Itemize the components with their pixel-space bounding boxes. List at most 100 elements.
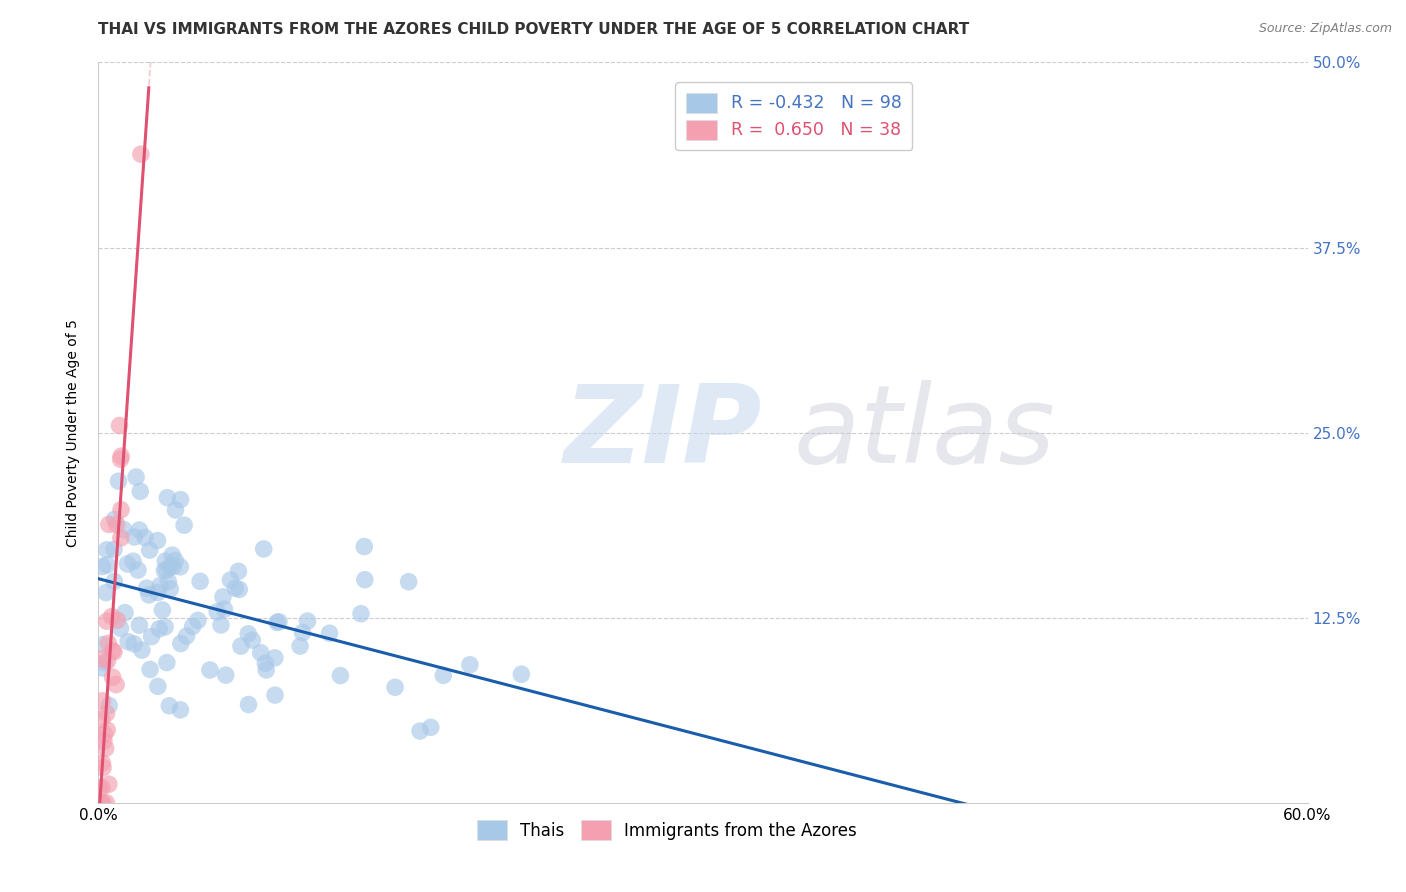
Point — [253, 541, 276, 556]
Point — [153, 620, 176, 634]
Point — [318, 626, 340, 640]
Point — [108, 418, 131, 433]
Point — [173, 518, 195, 533]
Point — [155, 563, 177, 577]
Point — [90, 796, 112, 810]
Point — [96, 796, 118, 810]
Point — [105, 678, 128, 692]
Point — [138, 543, 160, 558]
Point — [146, 533, 169, 548]
Point — [409, 724, 432, 739]
Point — [93, 734, 115, 748]
Point — [128, 618, 150, 632]
Point — [134, 531, 156, 545]
Point — [89, 796, 111, 810]
Point — [89, 796, 111, 810]
Point — [156, 491, 179, 505]
Point — [229, 639, 252, 653]
Point — [135, 581, 157, 595]
Point — [96, 558, 118, 572]
Point — [105, 613, 128, 627]
Point — [110, 502, 132, 516]
Point — [94, 585, 117, 599]
Point — [212, 590, 235, 604]
Point — [125, 470, 148, 484]
Point — [93, 727, 115, 741]
Point — [432, 668, 454, 682]
Point — [107, 474, 129, 488]
Point — [146, 585, 169, 599]
Point — [150, 603, 173, 617]
Point — [165, 553, 187, 567]
Point — [96, 614, 118, 628]
Point — [510, 667, 533, 681]
Point — [254, 656, 277, 670]
Point — [267, 615, 290, 629]
Point — [169, 492, 191, 507]
Point — [419, 720, 441, 734]
Point — [100, 609, 122, 624]
Point — [176, 629, 198, 643]
Point — [240, 633, 263, 648]
Point — [398, 574, 420, 589]
Point — [353, 540, 375, 554]
Text: THAI VS IMMIGRANTS FROM THE AZORES CHILD POVERTY UNDER THE AGE OF 5 CORRELATION : THAI VS IMMIGRANTS FROM THE AZORES CHILD… — [98, 22, 970, 37]
Point — [105, 517, 128, 532]
Point — [198, 663, 221, 677]
Point — [249, 646, 271, 660]
Point — [219, 573, 242, 587]
Point — [162, 559, 184, 574]
Point — [91, 756, 114, 770]
Point — [263, 651, 285, 665]
Text: ZIP: ZIP — [564, 380, 762, 485]
Point — [96, 542, 118, 557]
Point — [104, 512, 127, 526]
Text: Source: ZipAtlas.com: Source: ZipAtlas.com — [1258, 22, 1392, 36]
Point — [264, 688, 287, 702]
Point — [89, 796, 111, 810]
Point — [98, 698, 121, 713]
Point — [117, 634, 139, 648]
Point — [146, 679, 169, 693]
Point — [350, 607, 373, 621]
Point — [114, 606, 136, 620]
Point — [91, 780, 114, 795]
Point — [224, 581, 246, 595]
Point — [209, 618, 232, 632]
Point — [353, 573, 375, 587]
Point — [139, 663, 162, 677]
Point — [91, 559, 114, 574]
Point — [129, 484, 152, 499]
Point — [205, 605, 228, 619]
Point — [165, 503, 187, 517]
Point — [169, 703, 191, 717]
Point — [254, 663, 277, 677]
Point — [97, 517, 120, 532]
Point — [91, 638, 114, 652]
Point — [181, 619, 204, 633]
Point — [228, 565, 250, 579]
Point — [110, 531, 132, 545]
Point — [97, 777, 120, 791]
Point — [157, 574, 180, 589]
Point — [148, 622, 170, 636]
Point — [127, 563, 149, 577]
Point — [291, 625, 314, 640]
Point — [122, 637, 145, 651]
Point — [159, 559, 181, 574]
Point — [94, 741, 117, 756]
Point — [101, 644, 124, 658]
Y-axis label: Child Poverty Under the Age of 5: Child Poverty Under the Age of 5 — [66, 318, 80, 547]
Point — [89, 796, 111, 810]
Point — [159, 582, 181, 596]
Point — [160, 548, 183, 562]
Point — [112, 523, 135, 537]
Point — [91, 796, 114, 810]
Point — [110, 449, 132, 463]
Point — [266, 615, 288, 630]
Point — [228, 582, 250, 597]
Point — [128, 523, 150, 537]
Point — [129, 147, 152, 161]
Point — [110, 621, 132, 635]
Point — [103, 645, 125, 659]
